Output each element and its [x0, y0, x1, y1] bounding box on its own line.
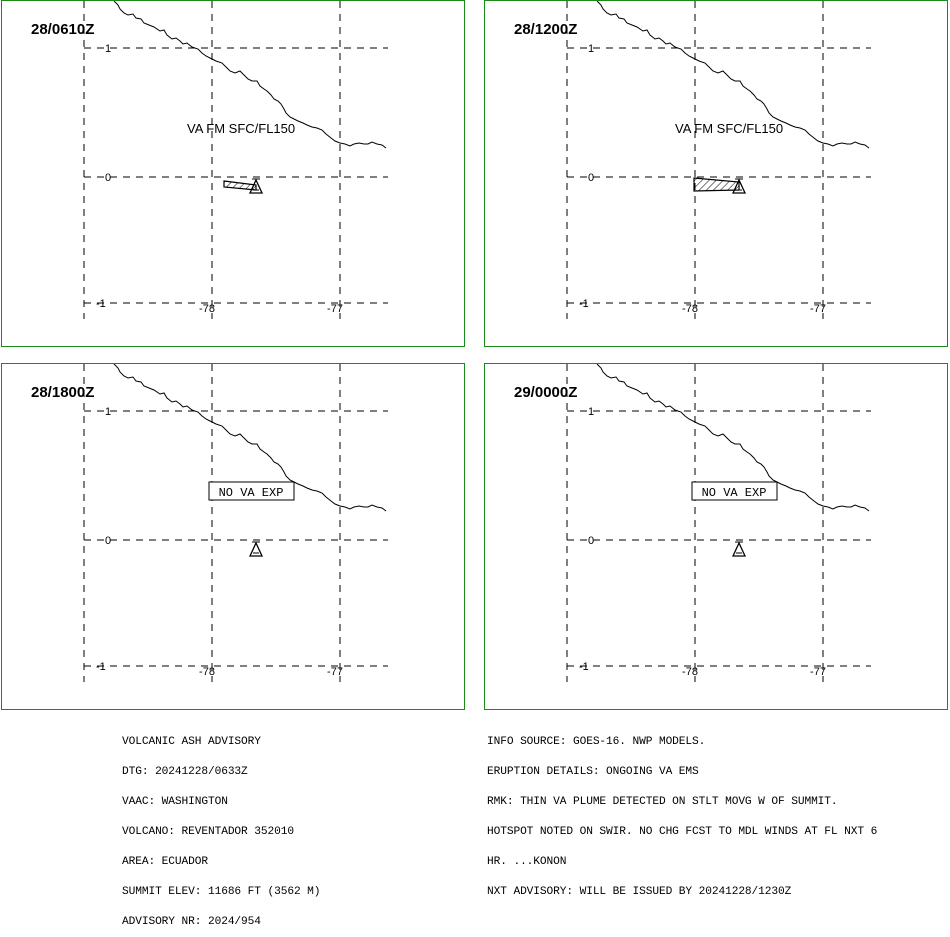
advisory-line: INFO SOURCE: GOES-16. NWP MODELS. [487, 736, 706, 748]
map-layer: 1 0 -1 -78 -77 NO VA EXP [566, 364, 871, 682]
longitude-label: -78 [199, 666, 215, 678]
advisory-line: DTG: 20241228/0633Z [122, 766, 248, 778]
advisory-line: VOLCANO: REVENTADOR 352010 [122, 826, 294, 838]
map-layer: 1 0 -1 -78 -77 VA FM SFC/FL150 [566, 1, 871, 319]
no-va-box [208, 481, 295, 501]
advisory-line: VAAC: WASHINGTON [122, 796, 228, 808]
va-height-label: VA FM SFC/FL150 [675, 121, 783, 136]
volcano-triangle-icon [248, 178, 264, 194]
latitude-label: -1 [96, 661, 106, 673]
volcano-triangle-icon [731, 178, 747, 194]
va-height-label: VA FM SFC/FL150 [187, 121, 295, 136]
map-canvas: 1 0 -1 -78 -77 VA FM SFC/FL150 [83, 1, 388, 319]
coastline [596, 364, 870, 512]
longitude-label: -77 [327, 303, 343, 315]
latitude-label: 1 [588, 43, 594, 55]
advisory-details-block: INFO SOURCE: GOES-16. NWP MODELS. ERUPTI… [487, 717, 877, 907]
latitude-label: 0 [105, 535, 111, 547]
latitude-label: 0 [105, 172, 111, 184]
no-va-label: NO VA EXP [219, 486, 284, 500]
advisory-header-block: VOLCANIC ASH ADVISORY DTG: 20241228/0633… [122, 717, 321, 937]
longitude-label: -78 [199, 303, 215, 315]
longitude-label: -78 [682, 666, 698, 678]
advisory-line: ADVISORY NR: 2024/954 [122, 916, 261, 928]
latitude-label: 0 [588, 172, 594, 184]
latitude-label: -1 [96, 298, 106, 310]
volcano-triangle-icon [731, 541, 747, 557]
latitude-label: 1 [105, 406, 111, 418]
advisory-line: HR. ...KONON [487, 856, 567, 868]
ash-plume-area [693, 177, 740, 192]
advisory-line: AREA: ECUADOR [122, 856, 208, 868]
longitude-label: -77 [327, 666, 343, 678]
map-canvas: 1 0 -1 -78 -77 NO VA EXP [566, 364, 871, 682]
coastline [113, 1, 387, 149]
longitude-label: -78 [682, 303, 698, 315]
advisory-line: HOTSPOT NOTED ON SWIR. NO CHG FCST TO MD… [487, 826, 878, 838]
advisory-line: SUMMIT ELEV: 11686 FT (3562 M) [122, 886, 321, 898]
advisory-line: ERUPTION DETAILS: ONGOING VA EMS [487, 766, 699, 778]
longitude-label: -77 [810, 303, 826, 315]
forecast-panel-2: 1 0 -1 -78 -77 VA FM SFC/FL150 28/1200Z [484, 0, 948, 347]
longitude-label: -77 [810, 666, 826, 678]
map-layer: 1 0 -1 -78 -77 VA FM SFC/FL150 [83, 1, 388, 319]
no-va-label: NO VA EXP [702, 486, 767, 500]
forecast-panel-4: 1 0 -1 -78 -77 NO VA EXP 29/0000Z [484, 363, 948, 710]
latitude-label: 0 [588, 535, 594, 547]
panel-time: 28/0610Z [31, 21, 95, 38]
volcano-triangle-icon [248, 541, 264, 557]
forecast-panel-3: 1 0 -1 -78 -77 NO VA EXP 28/1800Z [1, 363, 465, 710]
coastline [113, 364, 387, 512]
advisory-line: RMK: THIN VA PLUME DETECTED ON STLT MOVG… [487, 796, 838, 808]
panel-time: 28/1200Z [514, 21, 578, 38]
latitude-label: -1 [579, 298, 589, 310]
advisory-line: NXT ADVISORY: WILL BE ISSUED BY 20241228… [487, 886, 792, 898]
ash-plume-area [223, 180, 257, 191]
map-canvas: 1 0 -1 -78 -77 VA FM SFC/FL150 [566, 1, 871, 319]
latitude-label: 1 [588, 406, 594, 418]
panel-time: 29/0000Z [514, 384, 578, 401]
map-layer: 1 0 -1 -78 -77 NO VA EXP [83, 364, 388, 682]
forecast-panel-1: 1 0 -1 -78 -77 VA FM SFC/FL150 28/0610Z [1, 0, 465, 347]
advisory-line: VOLCANIC ASH ADVISORY [122, 736, 261, 748]
coastline [596, 1, 870, 149]
no-va-box [691, 481, 778, 501]
panel-time: 28/1800Z [31, 384, 95, 401]
latitude-label: -1 [579, 661, 589, 673]
map-canvas: 1 0 -1 -78 -77 NO VA EXP [83, 364, 388, 682]
latitude-label: 1 [105, 43, 111, 55]
